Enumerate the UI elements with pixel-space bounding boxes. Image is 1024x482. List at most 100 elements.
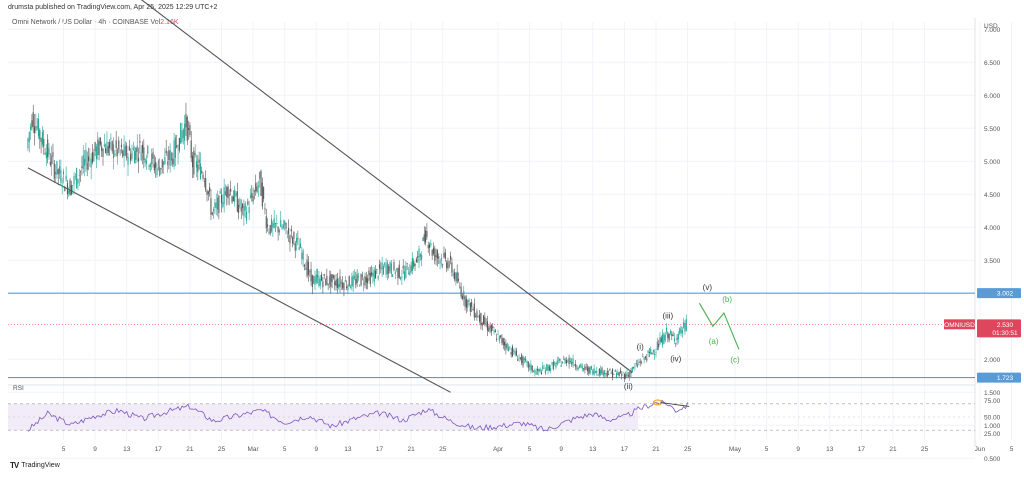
candle-body: [348, 276, 350, 286]
candle-body: [388, 265, 390, 274]
candle-body: [496, 338, 498, 340]
candle-body: [346, 286, 348, 289]
x-tick-label: 5: [765, 446, 769, 453]
candle-body: [317, 275, 319, 277]
candle-body: [330, 274, 332, 288]
candle-body: [622, 372, 624, 374]
candle-body: [265, 216, 267, 229]
candle-body: [446, 262, 448, 269]
candle-body: [638, 362, 640, 364]
candle-body: [409, 271, 411, 276]
candle-body: [469, 302, 471, 312]
candle-body: [397, 267, 399, 279]
candle-body: [163, 161, 165, 165]
candle-body: [218, 195, 220, 214]
candle-body: [652, 350, 654, 353]
candle-body: [442, 264, 444, 266]
candle-body: [427, 244, 429, 249]
candle-body: [56, 160, 58, 175]
candle-body: [544, 370, 546, 374]
candle-body: [310, 269, 312, 282]
candle-body: [112, 144, 115, 158]
candle-body: [460, 287, 462, 297]
candle-body: [556, 360, 558, 365]
candle-body: [281, 226, 283, 229]
candle-body: [648, 352, 650, 353]
candle-body: [37, 118, 40, 137]
candle-body: [355, 278, 357, 285]
candle-body: [490, 325, 492, 332]
candle-body: [390, 263, 392, 274]
candle-body: [188, 128, 190, 130]
candle-body: [515, 350, 517, 356]
candle-body: [514, 351, 516, 355]
candle-body: [245, 211, 248, 221]
candle-body: [201, 170, 203, 173]
candle-body: [398, 264, 400, 278]
candle-body: [239, 199, 241, 207]
candle-body: [115, 140, 117, 149]
candle-body: [389, 262, 391, 271]
x-tick-label: 25: [684, 446, 692, 453]
candle-body: [194, 153, 196, 156]
candle-body: [635, 363, 637, 365]
candle-body: [280, 219, 282, 228]
candle-body: [531, 365, 533, 372]
candle-body: [565, 359, 568, 364]
candle-body: [639, 361, 641, 363]
candle-body: [49, 161, 51, 166]
candle-body: [260, 170, 262, 196]
candle-body: [604, 370, 606, 375]
candle-body: [301, 253, 303, 260]
candle-body: [538, 369, 540, 372]
candle-body: [84, 158, 86, 166]
wave-label: (c): [730, 356, 740, 365]
candle-body: [485, 323, 487, 325]
candle-body: [228, 193, 230, 196]
x-tick-label: 25: [439, 446, 447, 453]
candle-body: [70, 185, 72, 195]
candle-body: [277, 226, 279, 233]
candle-body: [114, 153, 116, 156]
candle-body: [637, 363, 639, 367]
candle-body: [396, 268, 398, 270]
rsi-divergence-line: [660, 402, 690, 407]
candle-body: [199, 163, 201, 179]
candle-body: [274, 223, 277, 225]
candle-body: [235, 193, 237, 196]
current-price-label: 2.530: [997, 322, 1014, 329]
candle-body: [593, 368, 595, 375]
candle-body: [585, 366, 587, 368]
candle-body: [169, 149, 171, 166]
y-tick-label: 4.500: [984, 192, 1001, 199]
candle-body: [227, 186, 229, 199]
candle-body: [432, 247, 435, 254]
y-tick-label: 3.500: [984, 258, 1001, 265]
candle-body: [149, 163, 151, 168]
candle-body: [292, 237, 294, 244]
candle-body: [343, 283, 345, 291]
candle-body: [475, 315, 477, 317]
candle-body: [48, 148, 50, 155]
candle-body: [202, 174, 204, 179]
symbol-legend[interactable]: Omni Network / US Dollar · 4h · COINBASE…: [12, 19, 179, 26]
candle-body: [269, 225, 271, 234]
candle-body: [642, 356, 644, 357]
level-price-label: 1.723: [997, 375, 1014, 382]
candle-body: [157, 161, 159, 163]
candle-body: [548, 366, 550, 371]
candle-body: [161, 159, 163, 168]
candle-body: [103, 144, 105, 147]
x-tick-label: 21: [407, 446, 415, 453]
symbol-tag-label: OMNIUSD: [944, 322, 975, 329]
candle-body: [226, 187, 228, 198]
candle-body: [319, 278, 321, 286]
candle-body: [102, 148, 104, 157]
candle-body: [282, 224, 284, 228]
candle-body: [440, 258, 442, 261]
candle-body: [40, 138, 42, 142]
candle-body: [182, 129, 184, 139]
candle-body: [256, 186, 258, 192]
candle-body: [511, 346, 514, 357]
